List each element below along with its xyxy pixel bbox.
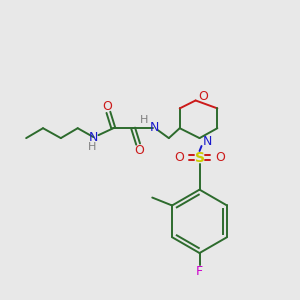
Text: H: H [88,142,97,152]
Text: N: N [149,121,159,134]
Text: S: S [194,151,205,165]
Text: N: N [202,135,212,148]
Text: N: N [89,130,98,144]
Text: O: O [103,100,112,113]
Text: O: O [215,152,225,164]
Text: H: H [140,115,148,125]
Text: O: O [134,143,144,157]
Text: F: F [196,266,203,278]
Text: O: O [174,152,184,164]
Text: O: O [199,90,208,103]
